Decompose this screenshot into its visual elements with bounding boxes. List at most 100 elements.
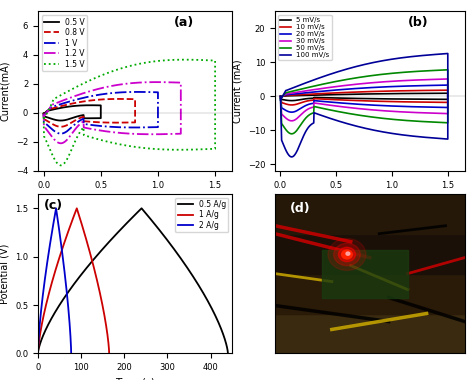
0.5 A/g [35,351,41,356]
100 mV/s [278,98,283,102]
1 A/g [70,216,76,220]
Line: 0.5 V: 0.5 V [44,105,101,120]
Circle shape [342,250,352,259]
0.8 V [41,112,46,117]
0.5 V [88,103,93,108]
1.5 V [180,57,185,62]
20 mV/s [289,110,294,114]
5 mV/s [429,97,435,101]
0.5 V [53,107,58,111]
50 mV/s [429,120,435,124]
1.5 V [116,142,122,146]
0.8 V [81,119,87,124]
10 mV/s [391,89,396,93]
Y-axis label: Current (mA): Current (mA) [232,59,242,123]
1 A/g [80,225,85,230]
1 V [41,113,46,117]
10 mV/s [278,94,283,98]
0.5 A/g [129,216,135,220]
30 mV/s [289,119,294,123]
2 A/g [56,225,62,230]
1 V [135,90,141,94]
100 mV/s [436,136,442,141]
20 mV/s [278,95,283,100]
1.2 V [69,95,74,100]
Line: 0.8 V: 0.8 V [44,99,135,127]
Text: (c): (c) [44,199,63,212]
1.5 V [192,57,198,62]
5 mV/s [423,91,428,96]
2 A/g [53,206,59,211]
20 mV/s [391,84,396,89]
Line: 1.5 V: 1.5 V [44,60,215,165]
1.2 V [41,114,46,119]
5 mV/s [334,92,340,97]
0.5 A/g [89,260,94,264]
50 mV/s [278,96,283,101]
0.5 A/g [225,351,231,356]
0.8 V [98,120,104,125]
100 mV/s [289,155,294,159]
20 mV/s [436,105,442,109]
0.8 V [58,125,64,129]
1 V [58,131,64,136]
Bar [275,234,465,274]
Text: (d): (d) [290,202,311,215]
1 A/g [91,263,96,268]
100 mV/s [334,70,340,74]
100 mV/s [429,136,435,140]
10 mV/s [289,103,294,107]
0.5 A/g [168,242,173,247]
0.5 A/g [139,206,145,211]
X-axis label: Time (s): Time (s) [115,378,155,380]
20 mV/s [322,89,328,93]
1.2 V [41,112,46,117]
1.2 V [162,80,168,84]
1 A/g [49,281,55,285]
Legend: 5 mV/s, 10 mV/s, 20 mV/s, 30 mV/s, 50 mV/s, 100 mV/s: 5 mV/s, 10 mV/s, 20 mV/s, 30 mV/s, 50 mV… [278,15,332,60]
Circle shape [328,239,366,271]
1 A/g [55,260,61,264]
10 mV/s [429,100,435,104]
0.5 V [41,111,46,116]
1.5 V [58,163,64,168]
10 mV/s [334,90,340,95]
30 mV/s [391,79,396,84]
2 A/g [61,263,66,268]
1 V [91,123,97,128]
50 mV/s [289,131,294,136]
Line: 30 mV/s: 30 mV/s [281,79,448,121]
0.8 V [78,116,83,120]
5 mV/s [322,93,328,97]
10 mV/s [322,91,328,96]
1.2 V [58,141,64,146]
20 mV/s [429,105,435,109]
0.8 V [41,111,46,116]
2 A/g [42,281,47,285]
0.8 V [116,97,122,101]
Circle shape [346,252,350,255]
X-axis label: Potential (V): Potential (V) [339,195,400,205]
5 mV/s [278,94,283,98]
1.5 V [148,146,154,151]
50 mV/s [391,71,396,76]
Bar [275,194,465,234]
100 mV/s [322,74,328,78]
Y-axis label: Current(mA): Current(mA) [0,61,10,122]
Line: 1 A/g: 1 A/g [38,208,109,353]
30 mV/s [423,78,428,82]
50 mV/s [436,120,442,125]
Legend: 0.5 A/g, 1 A/g, 2 A/g: 0.5 A/g, 1 A/g, 2 A/g [175,198,228,232]
Bar [322,250,408,298]
1 V [142,90,147,94]
Line: 20 mV/s: 20 mV/s [281,85,448,112]
1.2 V [154,80,159,84]
1 V [112,125,118,129]
100 mV/s [278,94,283,98]
Circle shape [338,247,356,262]
1.5 V [110,141,116,145]
Line: 1 V: 1 V [44,92,158,134]
Line: 1.2 V: 1.2 V [44,82,181,143]
30 mV/s [334,84,340,89]
20 mV/s [278,94,283,98]
